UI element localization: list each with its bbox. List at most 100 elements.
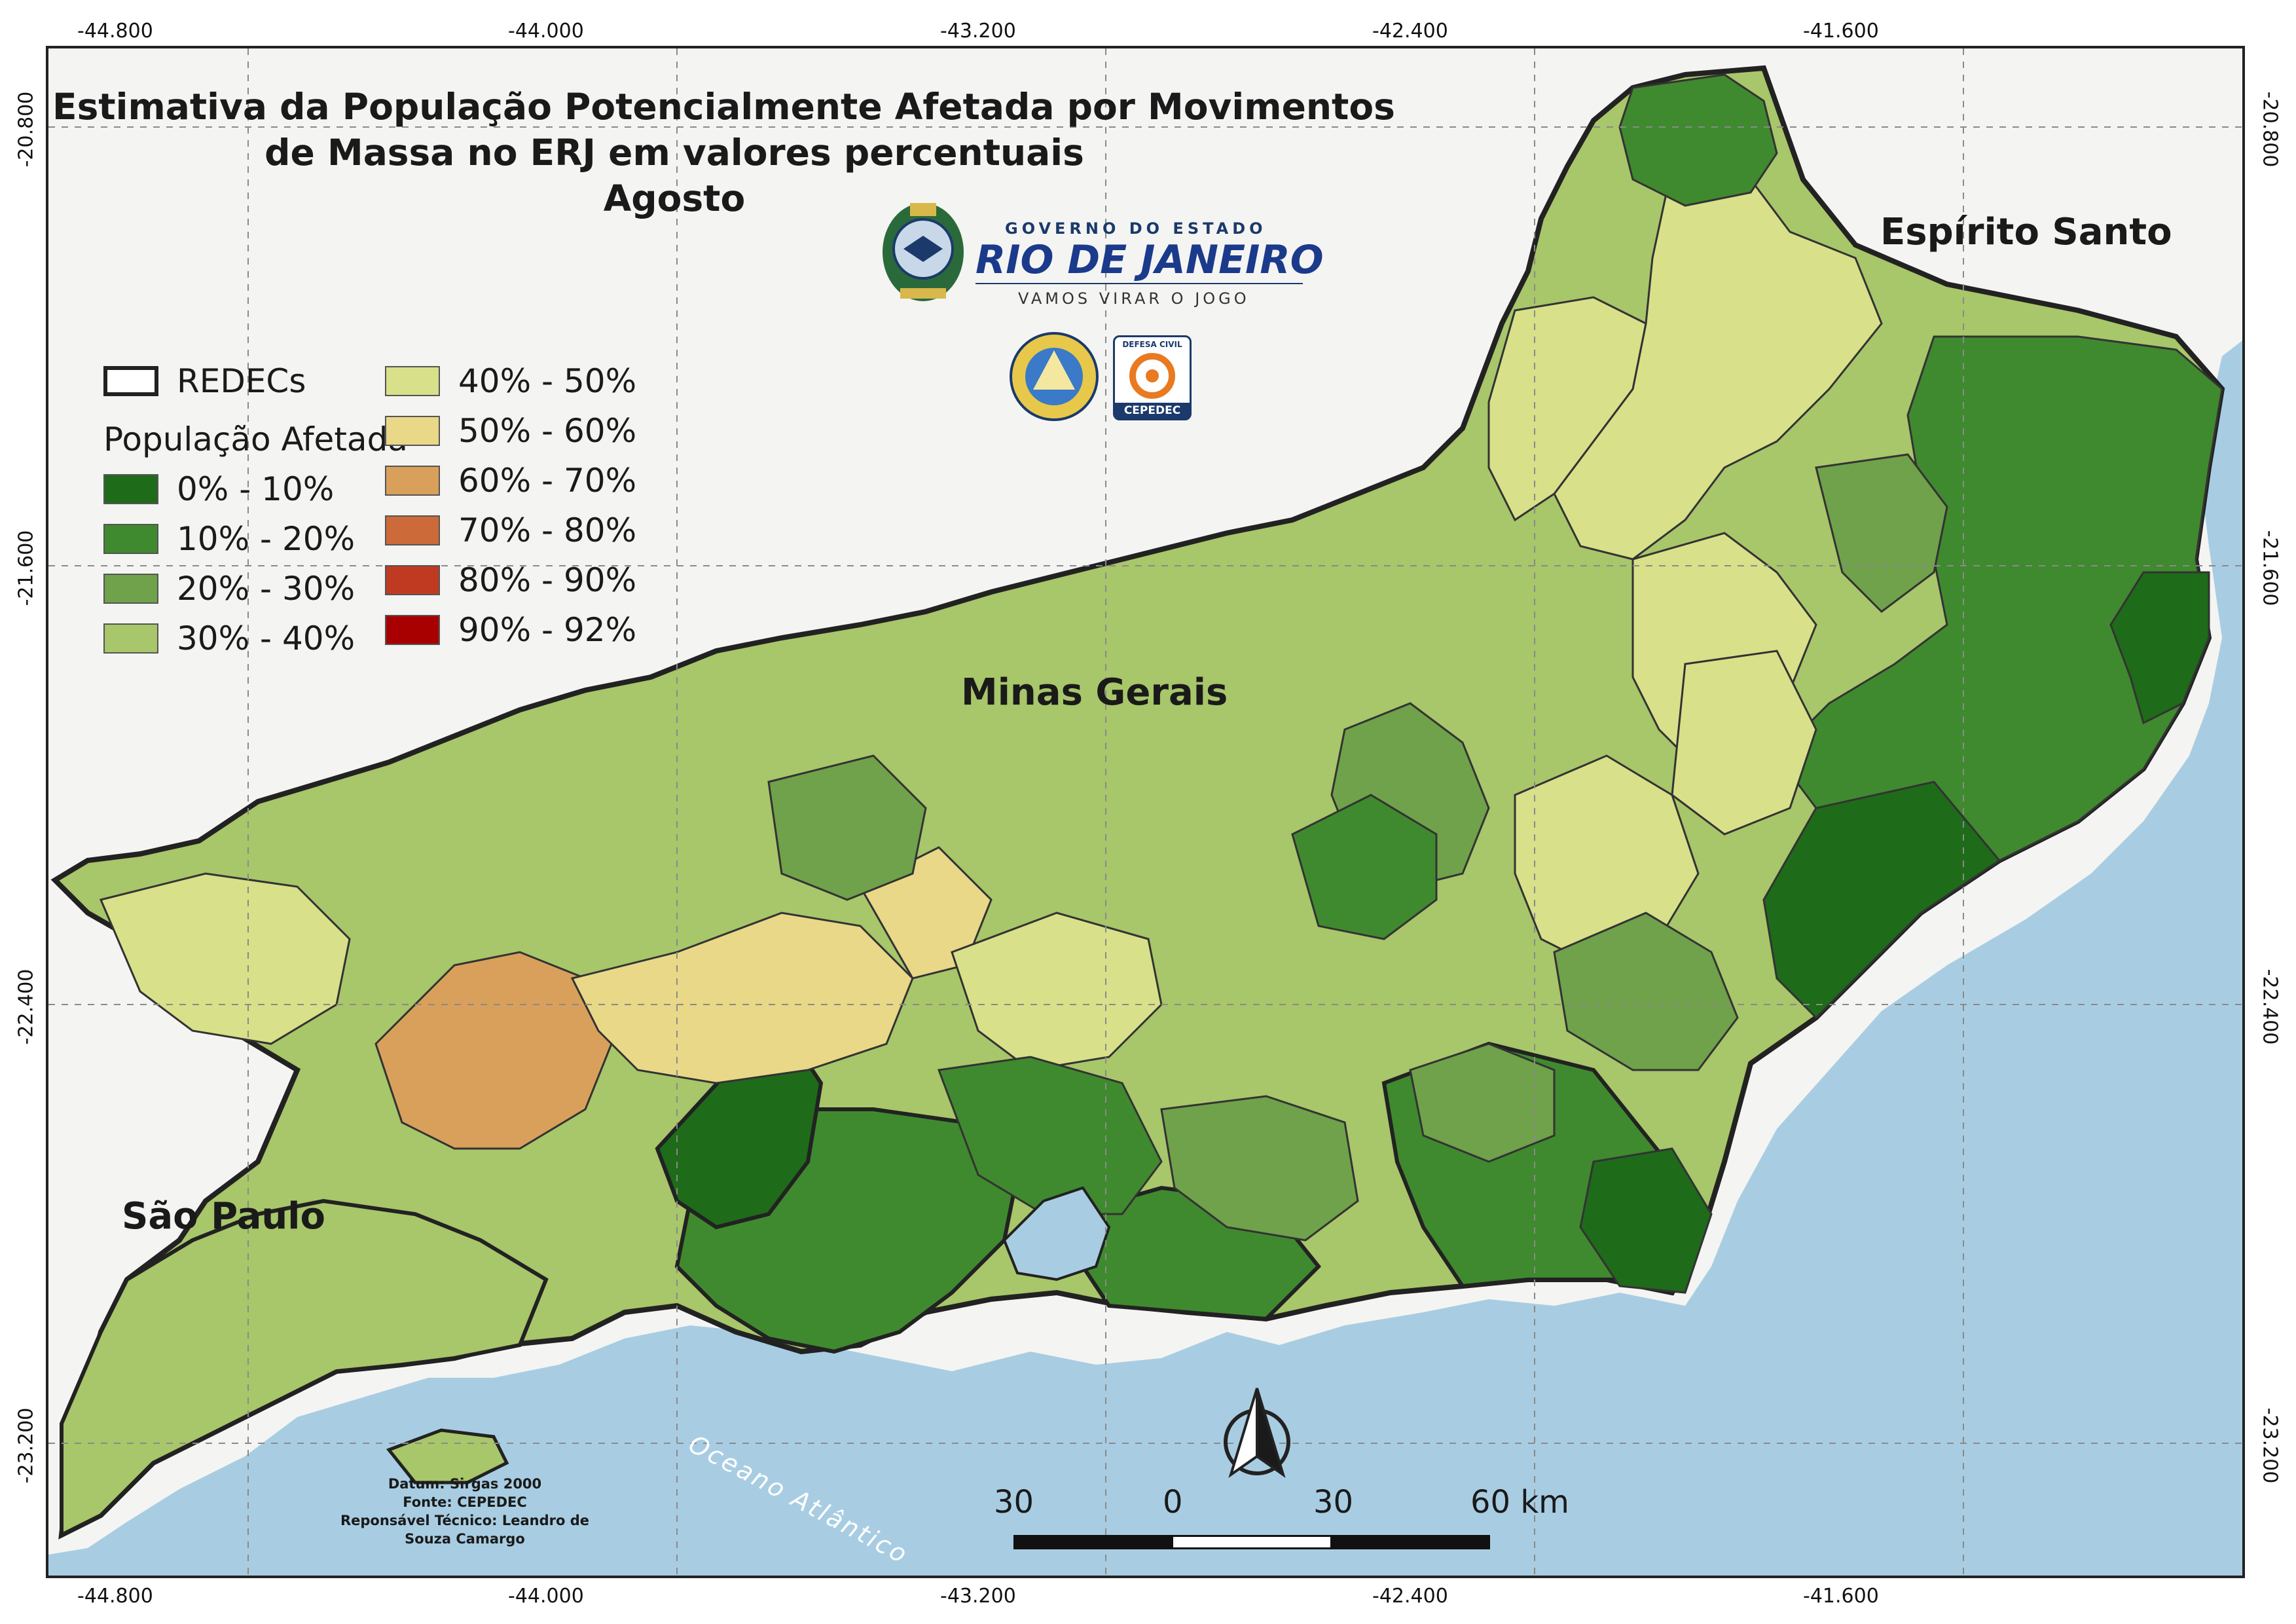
ictdec-logo [1008,331,1100,422]
legend-swatch-10 [385,615,440,645]
lat-tick-left-2: -21.600 [14,530,38,606]
map-credits: Datum: Sirgas 2000 Fonte: CEPEDEC Repons… [334,1475,596,1548]
ictdec-emblem-icon [1010,332,1099,421]
lat-tick-left-3: -22.400 [14,969,38,1045]
region-north-top [1618,73,1778,207]
credit-resp-2: Souza Camargo [405,1531,525,1547]
lat-tick-left-1: -20.800 [14,91,38,168]
legend-swatch-8 [385,515,440,545]
gov-slogan: VAMOS VIRAR O JOGO [1018,289,1250,308]
map-svg [48,48,2242,1576]
lon-tick-bottom-2: -44.000 [508,1585,584,1608]
legend-class-7: 60% - 70% [385,460,636,502]
scale-label-1: 30 [994,1484,1034,1521]
title-line-2: de Massa no ERJ em valores percentuais [264,132,1084,174]
label-minas-gerais: Minas Gerais [961,671,1228,714]
title-line-1: Estimativa da População Potencialmente A… [52,86,1395,128]
lon-tick-bottom-5: -41.600 [1803,1585,1879,1608]
legend-label-6: 50% - 60% [458,412,637,450]
label-espirito-santo: Espírito Santo [1880,211,2172,253]
region-mid-light [951,912,1163,1071]
region-yellow [570,912,914,1084]
legend-swatch-2 [103,524,158,554]
graticule [48,48,2242,1576]
legend-label-3: 20% - 30% [177,570,355,608]
gov-small-text: GOVERNO DO ESTADO [1005,219,1267,238]
legend-class-6: 50% - 60% [385,410,636,452]
legend-header: População Afetada [103,420,408,458]
legend-class-9: 80% - 90% [385,559,636,601]
coat-of-arms-icon [883,203,964,301]
lon-tick-top-2: -44.000 [508,20,584,43]
logo-divider [975,283,1303,284]
lon-tick-bottom-1: -44.800 [77,1585,153,1608]
scale-segment-2 [1173,1537,1331,1547]
legend-class-4: 30% - 40% [103,618,355,659]
region-orange [374,951,613,1150]
region-center-light-2 [1671,650,1817,836]
region-costa-verde [60,1198,549,1538]
scale-bar [1013,1535,1490,1549]
lat-tick-right-3: -22.400 [2258,969,2282,1045]
credit-resp-1: Reponsável Técnico: Leandro de [340,1513,590,1528]
legend-label-4: 30% - 40% [177,619,355,657]
legend-swatch-5 [385,366,440,396]
legend-class-2: 10% - 20% [103,518,355,560]
legend-label-8: 70% - 80% [458,511,637,549]
lon-tick-top-3: -43.200 [940,20,1016,43]
legend-redecs-swatch [103,366,158,396]
cepedec-text: CEPEDEC [1115,403,1190,418]
legend-redecs: REDECs [103,360,306,402]
legend-class-5: 40% - 50% [385,360,636,402]
gov-big-text: RIO DE JANEIRO [975,237,1324,283]
scale-label-2: 0 [1163,1484,1183,1521]
lon-tick-bottom-3: -43.200 [940,1585,1016,1608]
lon-tick-top-4: -42.400 [1372,20,1448,43]
map-frame [46,46,2245,1578]
title-line-3: Agosto [603,177,746,219]
region-east-dark [2109,571,2210,725]
legend-class-8: 70% - 80% [385,509,636,551]
legend-swatch-9 [385,565,440,595]
lat-tick-right-1: -20.800 [2258,91,2282,168]
government-logo: GOVERNO DO ESTADO RIO DE JANEIRO VAMOS V… [877,196,1324,314]
lon-tick-top-5: -41.600 [1803,20,1879,43]
legend-swatch-4 [103,623,158,654]
lat-tick-left-4: -23.200 [14,1407,38,1484]
region-mid-green-3 [1160,1095,1359,1242]
lat-tick-right-2: -21.600 [2258,530,2282,606]
scale-segment-3 [1330,1537,1489,1547]
credit-fonte: Fonte: CEPEDEC [403,1494,527,1510]
defesa-civil-emblem-icon [1129,353,1175,399]
legend-swatch-7 [385,466,440,496]
map-title: Estimativa da População Potencialmente A… [52,84,1395,221]
region-lagos [1762,781,2001,1020]
legend-swatch-3 [103,574,158,604]
legend-label-9: 80% - 90% [458,561,637,599]
credit-datum: Datum: Sirgas 2000 [388,1476,542,1492]
region-macae [1553,912,1739,1071]
region-mid-green [767,754,927,901]
region-north-2 [1487,296,1647,522]
legend-class-3: 20% - 30% [103,568,355,610]
scale-label-3: 30 [1313,1484,1354,1521]
legend-label-10: 90% - 92% [458,611,637,649]
region-nf-green [1409,1043,1556,1163]
lon-tick-bottom-4: -42.400 [1372,1585,1448,1608]
region-north-green [1815,453,1948,613]
legend-label-2: 10% - 20% [177,520,355,558]
legend-swatch-6 [385,416,440,446]
legend-label-7: 60% - 70% [458,462,637,500]
legend-class-10: 90% - 92% [385,609,636,651]
scale-label-4: 60 km [1470,1484,1569,1521]
scale-segment-1 [1015,1537,1173,1547]
cepedec-logo: DEFESA CIVIL CEPEDEC [1113,335,1192,420]
legend-label-1: 0% - 10% [177,470,335,508]
defesa-civil-text: DEFESA CIVIL [1122,340,1182,349]
legend-label-5: 40% - 50% [458,362,637,400]
north-arrow-icon [1224,1388,1290,1478]
label-sao-paulo: São Paulo [122,1195,325,1238]
legend-redecs-label: REDECs [177,362,306,400]
lat-tick-right-4: -23.200 [2258,1407,2282,1484]
guanabara-bay [1002,1186,1111,1282]
